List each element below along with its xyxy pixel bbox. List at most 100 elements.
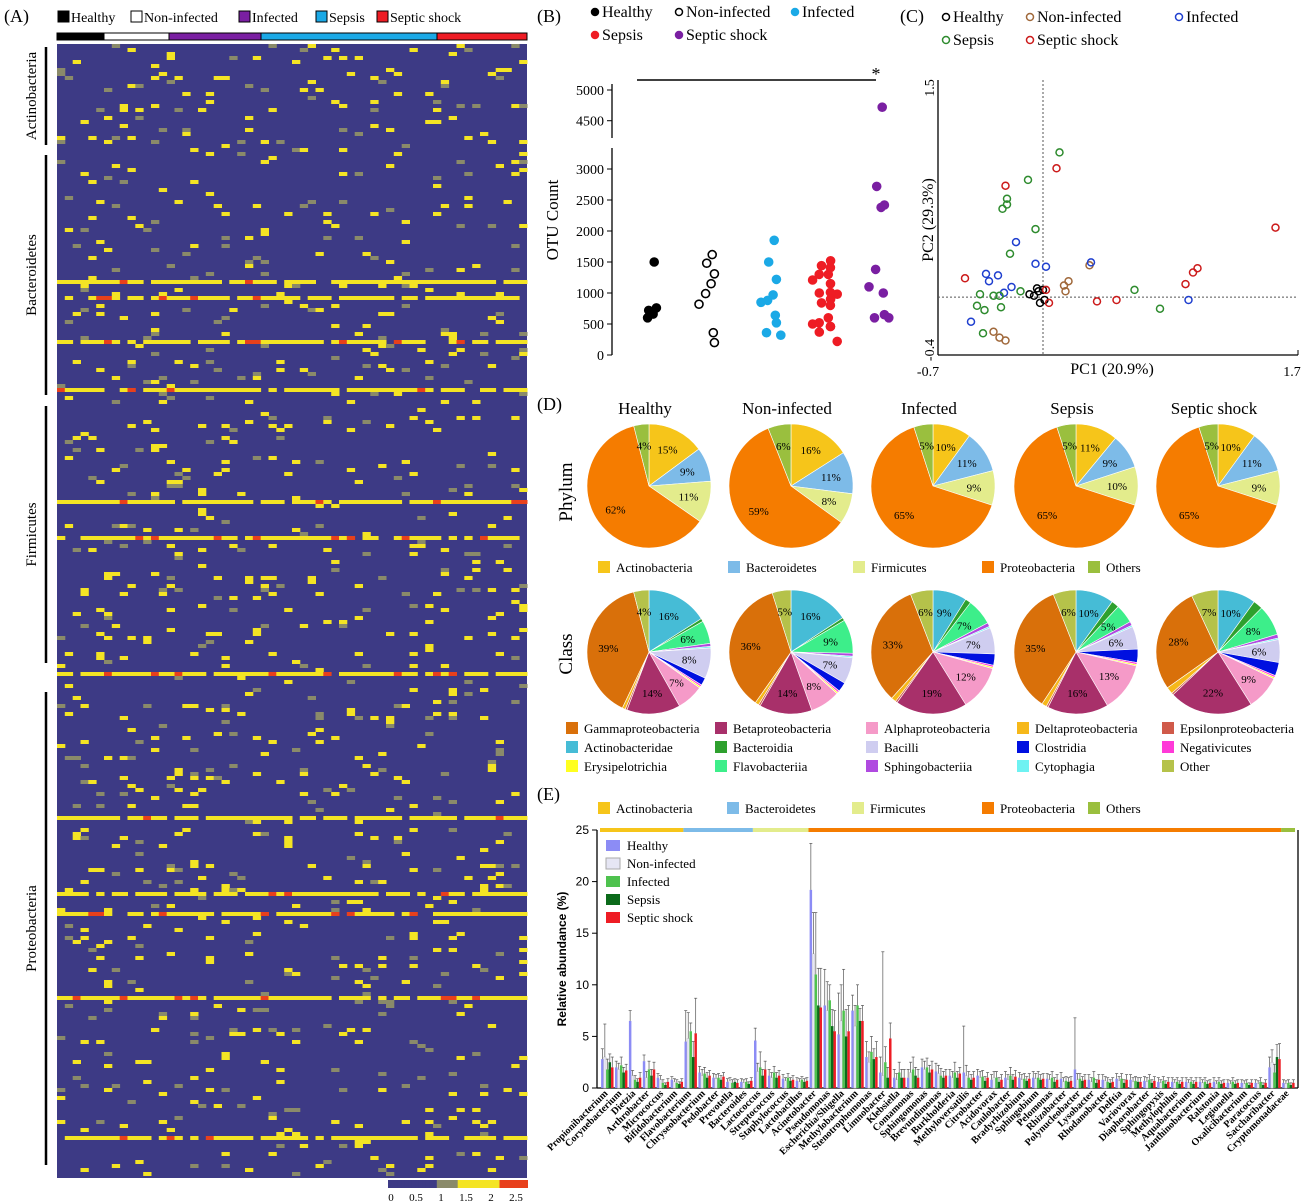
- panel-a-heat-cell: [252, 832, 262, 836]
- panel-a-heat-cell: [370, 1136, 379, 1140]
- panel-a-heat-cell: [386, 1172, 395, 1176]
- panel-a-heat-cell: [182, 996, 191, 1000]
- panel-a-heat-cell: [323, 420, 332, 424]
- panel-a-heat-cell: [315, 1136, 324, 1140]
- panel-a-heat-cell: [57, 340, 66, 344]
- panel-a-heat-cell: [276, 816, 285, 820]
- panel-a-heat-cell: [111, 524, 121, 528]
- panel-a-heat-cell: [323, 220, 332, 224]
- panel-a-heat-cell: [393, 388, 403, 392]
- panel-a-heat-cell: [487, 996, 497, 1000]
- panel-a-heat-cell: [166, 80, 175, 84]
- panel-d-class-pie-label: 14%: [642, 688, 662, 700]
- panel-a-heat-cell: [425, 732, 434, 736]
- panel-a-heat-cell: [166, 672, 175, 676]
- panel-c-data-point: [1193, 263, 1202, 273]
- panel-a-heat-cell: [205, 768, 215, 772]
- panel-a-heat-cell: [198, 788, 207, 792]
- panel-a-colorbar-segment: [520, 1180, 524, 1188]
- panel-a-heat-cell: [433, 816, 442, 820]
- panel-a-heat-cell: [339, 1144, 348, 1148]
- panel-a-heat-cell: [284, 840, 293, 844]
- panel-d-class-pie-label: 6%: [680, 634, 695, 646]
- panel-a-heat-cell: [166, 280, 175, 284]
- panel-d-phylum-pie-label: 59%: [749, 506, 769, 518]
- panel-a-heat-cell: [229, 280, 238, 284]
- panel-a-heat-cell: [104, 576, 113, 580]
- panel-a-heat-cell: [362, 908, 371, 912]
- panel-c-data-point: [1029, 291, 1039, 300]
- panel-b-legend-marker: [590, 7, 600, 17]
- panel-a-heat-cell: [299, 672, 309, 676]
- panel-e-bar: [1081, 1080, 1084, 1088]
- panel-a-heat-cell: [346, 468, 356, 472]
- panel-a-heat-cell: [158, 188, 168, 192]
- panel-a-heat-cell: [299, 88, 309, 92]
- panel-a-heat-cell: [276, 1080, 285, 1084]
- panel-e-y-tick-label: 20: [576, 875, 590, 889]
- panel-a-heat-cell: [80, 308, 89, 312]
- panel-a-row-label: Proteobacteria: [24, 885, 40, 972]
- panel-c-data-point: [980, 305, 989, 315]
- panel-a-heat-cell: [440, 296, 450, 300]
- panel-a-heat-cell: [472, 816, 481, 820]
- panel-d-phylum-legend-swatch: [853, 561, 865, 573]
- panel-e-bar: [925, 1067, 929, 1088]
- panel-a-heat-cell: [503, 816, 512, 820]
- panel-a-heat-cell: [237, 888, 246, 892]
- panel-a-heat-cell: [425, 816, 434, 820]
- panel-a-heat-cell: [119, 996, 128, 1000]
- panel-a-heat-cell: [252, 280, 262, 284]
- panel-a-heat-cell: [96, 1120, 105, 1124]
- panel-a-heat-cell: [487, 364, 497, 368]
- panel-c-data-point: [972, 301, 982, 311]
- panel-a-heat-cell: [245, 980, 254, 984]
- panel-e-letter: (E): [537, 784, 560, 805]
- panel-a-heat-cell: [401, 388, 410, 392]
- panel-a-heat-cell: [190, 244, 199, 248]
- panel-a-heat-cell: [370, 716, 379, 720]
- panel-a-heat-cell: [362, 552, 371, 556]
- panel-a-heat-cell: [456, 104, 465, 108]
- panel-a-heat-cell: [386, 164, 395, 168]
- panel-a-heat-cell: [292, 296, 301, 300]
- panel-a-heat-cell: [495, 164, 504, 168]
- panel-e-bar: [814, 974, 818, 1088]
- panel-a-heat-cell: [213, 472, 222, 476]
- panel-b-y-tick-label: 0: [597, 349, 604, 364]
- panel-a-heat-cell: [57, 704, 66, 708]
- panel-a-heat-cell: [495, 320, 504, 324]
- panel-a-heat-cell: [307, 388, 316, 392]
- panel-a-heat-cell: [339, 1136, 348, 1140]
- panel-a-heat-cell: [72, 612, 81, 616]
- panel-a-heat-cell: [386, 424, 395, 428]
- panel-a-heat-cell: [80, 288, 89, 292]
- panel-a-heat-cell: [511, 672, 520, 676]
- panel-e-bar: [1145, 1081, 1149, 1089]
- panel-a-heat-cell: [205, 1136, 215, 1140]
- panel-a-heat-cell: [111, 44, 121, 48]
- panel-a-heat-cell: [57, 160, 66, 164]
- panel-a-colorbar-segment: [460, 1180, 463, 1188]
- panel-a-heat-cell: [80, 780, 89, 784]
- panel-a-heat-cell: [464, 1004, 473, 1008]
- panel-b-data-point: [709, 337, 720, 348]
- panel-e-bar: [1201, 1082, 1204, 1089]
- panel-a-heat-cell: [307, 296, 316, 300]
- panel-a-heat-cell: [346, 900, 356, 904]
- panel-a-colorbar-segment: [443, 1180, 447, 1188]
- panel-a-heat-cell: [519, 996, 528, 1000]
- panel-a-heat-cell: [464, 500, 473, 504]
- panel-a-heat-cell: [80, 500, 89, 504]
- panel-e-bar: [847, 1031, 850, 1088]
- panel-e-bar: [1064, 1080, 1068, 1088]
- panel-a-heat-cell: [519, 672, 528, 676]
- panel-a-heat-cell: [252, 536, 262, 540]
- panel-c-data-point: [1007, 282, 1016, 292]
- panel-a-heat-cell: [292, 1136, 301, 1140]
- panel-a-heat-cell: [119, 656, 128, 660]
- panel-a-heat-cell: [104, 660, 113, 664]
- panel-a-heat-cell: [260, 412, 269, 416]
- panel-a-heat-cell: [96, 652, 105, 656]
